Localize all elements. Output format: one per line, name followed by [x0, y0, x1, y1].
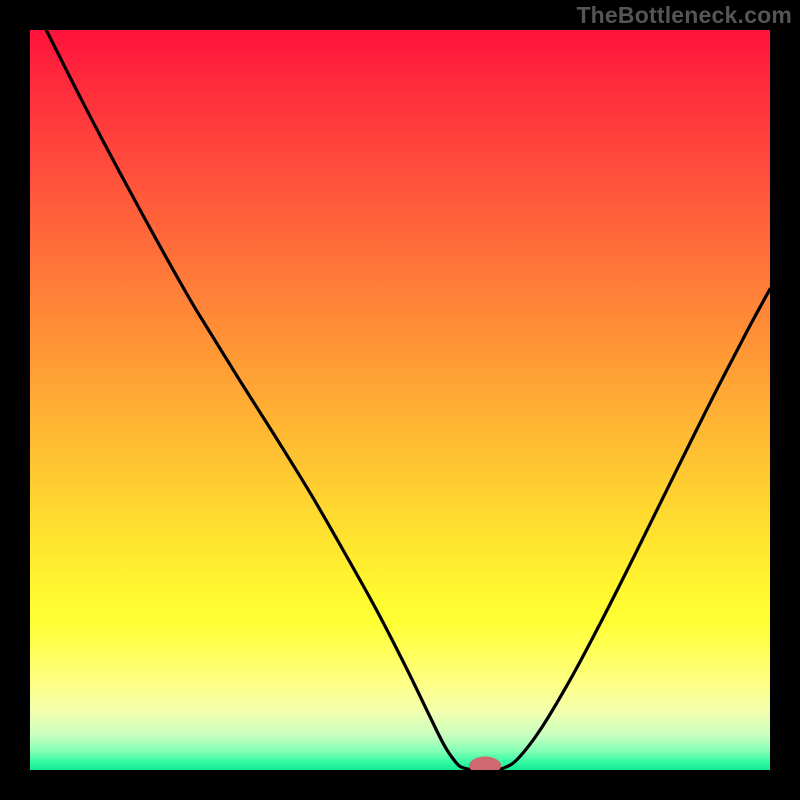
plot-svg	[30, 30, 770, 770]
watermark-text: TheBottleneck.com	[576, 2, 792, 29]
chart-frame: TheBottleneck.com	[0, 0, 800, 800]
plot-area	[30, 30, 770, 770]
gradient-background	[30, 30, 770, 770]
